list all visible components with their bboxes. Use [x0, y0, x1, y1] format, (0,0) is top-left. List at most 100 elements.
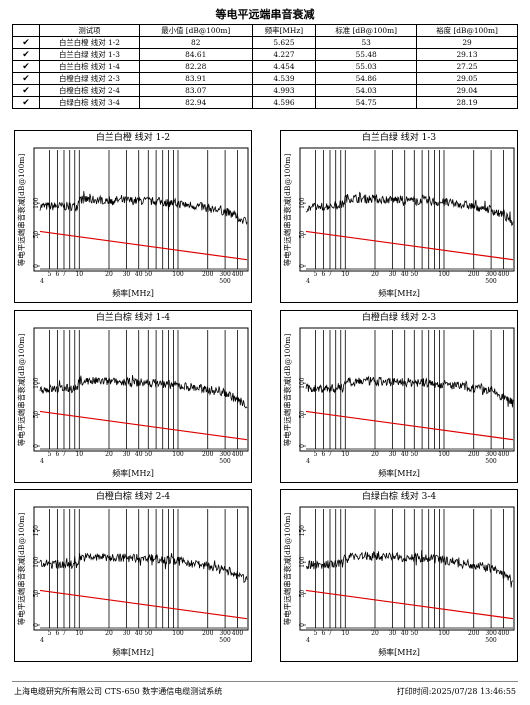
cell-name: 白橙白绿 线对 2-3 [39, 72, 140, 85]
x-tick-label: 50 [410, 630, 418, 637]
x-tick-label: 4 [40, 637, 44, 644]
x-tick-label: 300 [485, 451, 497, 458]
y-tick-label: 50 [299, 231, 306, 239]
x-tick-label: 5 [48, 630, 52, 637]
limit-line [39, 589, 248, 620]
cell-name: 白兰白棕 线对 1-4 [39, 60, 140, 73]
chart-frame [280, 130, 518, 303]
chart-title: 白橙白棕 线对 2-4 [96, 490, 170, 502]
y-axis-label: 等电平远端串音衰减[dB@100m] [16, 154, 26, 267]
row-check-cell: ✔ [12, 48, 40, 61]
cell-name: 白绿白棕 线对 3-4 [39, 96, 140, 109]
x-tick-label: 300 [219, 630, 231, 637]
chart-title: 白兰白绿 线对 1-3 [362, 131, 436, 143]
check-icon: ✔ [22, 61, 30, 72]
measured-trace [39, 191, 248, 226]
x-tick-label: 4 [306, 458, 310, 465]
x-tick-label: 100 [438, 630, 450, 637]
y-tick-label: 0 [33, 264, 40, 268]
x-tick-label: 10 [75, 271, 83, 278]
y-tick-label: 100 [33, 556, 40, 568]
x-tick-label: 7 [328, 271, 332, 278]
x-axis-label: 频率[MHz] [378, 288, 420, 298]
y-tick-label: 100 [299, 377, 306, 389]
x-axis-label: 频率[MHz] [112, 647, 154, 657]
chart-frame [14, 130, 252, 303]
plot-area [299, 147, 515, 272]
plot-area [299, 506, 515, 631]
y-tick-label: 0 [299, 623, 306, 627]
table-row: ✔ 白绿白棕 线对 3-4 82.94 4.596 54.75 28.19 [12, 96, 518, 109]
measured-trace [39, 552, 248, 584]
chart-2-4: 白橙白棕 线对 2-4 0 50 100 150 5 6 7 10 20 30 40 50 100 200 3… [14, 489, 252, 662]
footer-print-time: 打印时间:2025/07/28 13:46:55 [396, 687, 516, 696]
cell-margin: 29.13 [416, 48, 518, 61]
plot-area [33, 506, 249, 631]
header-check [12, 24, 40, 37]
x-tick-label: 500 [219, 458, 231, 465]
chart-1-2: 白兰白橙 线对 1-2 0 50 100 5 6 7 10 20 30 40 50 100 200 300 4… [14, 130, 252, 303]
x-tick-label: 4 [306, 278, 310, 285]
x-tick-label: 10 [341, 630, 349, 637]
limit-line [39, 230, 248, 261]
x-tick-label: 300 [485, 630, 497, 637]
limit-line [305, 230, 514, 261]
row-check-cell: ✔ [12, 36, 40, 49]
x-tick-label: 100 [438, 271, 450, 278]
x-tick-label: 200 [468, 630, 480, 637]
cell-freq: 4.539 [251, 72, 317, 85]
cell-freq: 5.625 [251, 36, 317, 49]
x-tick-label: 400 [498, 271, 510, 278]
x-tick-label: 40 [401, 630, 409, 637]
y-axis-label: 等电平远端串音衰减[dB@100m] [282, 513, 292, 626]
cell-std: 54.75 [315, 96, 418, 109]
chart-frame [280, 489, 518, 662]
x-tick-label: 20 [105, 271, 113, 278]
cell-freq: 4.596 [251, 96, 317, 109]
header-margin: 裕度 [dB@100m] [416, 24, 518, 37]
cell-margin: 27.25 [416, 60, 518, 73]
measured-trace [306, 549, 514, 588]
x-tick-label: 200 [202, 271, 214, 278]
chart-frame [14, 489, 252, 662]
header-freq: 频率[MHz] [251, 24, 317, 37]
cell-margin: 29.04 [416, 84, 518, 97]
y-tick-label: 100 [33, 197, 40, 209]
cell-min: 82.94 [138, 96, 253, 109]
cell-std: 55.48 [315, 48, 418, 61]
cell-min: 82 [138, 36, 253, 49]
page-title: 等电平远端串音衰减 [215, 8, 315, 21]
x-tick-label: 20 [105, 630, 113, 637]
x-axis-label: 频率[MHz] [112, 468, 154, 478]
y-axis-label: 等电平远端串音衰减[dB@100m] [16, 334, 26, 447]
cell-name: 白兰白绿 线对 1-3 [39, 48, 140, 61]
x-tick-label: 200 [468, 451, 480, 458]
cell-std: 53 [315, 36, 418, 49]
y-tick-label: 0 [299, 444, 306, 448]
header-test-item: 测试项 [39, 24, 140, 37]
cell-std: 55.03 [315, 60, 418, 73]
limit-line [39, 410, 248, 441]
x-tick-label: 20 [371, 451, 379, 458]
x-tick-label: 50 [410, 271, 418, 278]
x-tick-label: 200 [202, 630, 214, 637]
row-check-cell: ✔ [12, 60, 40, 73]
y-tick-label: 50 [33, 231, 40, 239]
y-tick-label: 0 [33, 444, 40, 448]
y-tick-label: 100 [299, 197, 306, 209]
x-tick-label: 500 [219, 637, 231, 644]
check-icon: ✔ [22, 73, 30, 84]
x-tick-label: 7 [62, 271, 66, 278]
x-tick-label: 30 [389, 451, 397, 458]
cell-std: 54.03 [315, 84, 418, 97]
x-tick-label: 4 [40, 458, 44, 465]
x-tick-label: 10 [75, 630, 83, 637]
cell-freq: 4.227 [251, 48, 317, 61]
cell-margin: 28.19 [416, 96, 518, 109]
y-tick-label: 50 [299, 411, 306, 419]
x-tick-label: 30 [123, 451, 131, 458]
x-tick-label: 40 [135, 630, 143, 637]
